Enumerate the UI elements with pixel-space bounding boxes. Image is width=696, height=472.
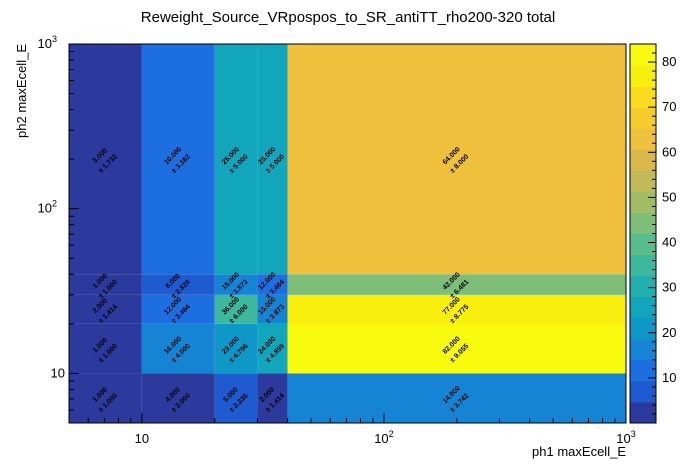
heatmap-cell (257, 44, 288, 275)
heatmap-cell (214, 373, 258, 423)
heatmap-cell (257, 294, 288, 324)
heatmap-cell (69, 274, 142, 295)
heatmap-cell (287, 373, 626, 423)
heatmap-cell (287, 274, 626, 295)
heatmap-cell (214, 294, 258, 324)
chart-title: Reweight_Source_VRpospos_to_SR_antiTT_rh… (141, 9, 555, 26)
palette-swatch (630, 359, 656, 382)
palette-swatch (630, 254, 656, 277)
x-tick-label: 102 (374, 429, 393, 446)
x-tick-label: 10 (135, 431, 149, 446)
palette-swatch (630, 107, 656, 129)
plot-frame (68, 43, 627, 424)
heatmap-cell (141, 294, 215, 324)
heatmap-cell (287, 323, 626, 374)
y-tick-label: 103 (38, 34, 57, 51)
heatmap-cell (287, 294, 626, 324)
heatmap-cell (69, 44, 142, 275)
palette-swatch (630, 128, 656, 150)
palette-tick-label: 60 (662, 144, 676, 159)
palette-swatch (630, 380, 656, 403)
heatmap-cell (141, 44, 215, 275)
palette-swatch (630, 317, 656, 340)
palette-tick-label: 10 (662, 370, 676, 385)
heatmap-cell (214, 323, 258, 374)
heatmap-cell (141, 274, 215, 295)
y-tick-label: 10 (51, 365, 65, 380)
heatmap-cell (141, 373, 215, 423)
x-tick-label: 103 (616, 429, 635, 446)
palette-swatch (630, 65, 656, 87)
palette-swatch (630, 191, 656, 213)
heatmap-cell (257, 323, 288, 374)
palette-swatch (630, 170, 656, 192)
y-axis-label: ph2 maxEcell_E (14, 44, 29, 138)
color-palette: 10 20 30 40 50 60 70 80 (629, 43, 676, 424)
heatmap-cell (287, 44, 626, 275)
heatmap-cell (257, 373, 288, 423)
heatmap-cell (214, 44, 258, 275)
palette-tick-label: 40 (662, 235, 676, 250)
heatmap-cell (141, 323, 215, 374)
heatmap-cell (69, 373, 142, 423)
palette-swatch (630, 296, 656, 319)
heatmap-cell (257, 274, 288, 295)
palette-tick-label: 30 (662, 280, 676, 295)
palette-swatch (630, 401, 656, 424)
axis-ticks: 10 102 103 10 102 103 (38, 34, 636, 446)
palette-swatch (630, 44, 656, 66)
palette-tick-label: 80 (662, 54, 676, 69)
palette-tick-label: 20 (662, 325, 676, 340)
palette-swatch (630, 338, 656, 361)
palette-swatch (630, 149, 656, 171)
heatmap-cell (69, 323, 142, 374)
palette-tick-label: 70 (662, 99, 676, 114)
palette-swatch (630, 275, 656, 298)
heatmap-cells (69, 44, 626, 423)
y-tick-label: 102 (38, 199, 57, 216)
palette-tick-label: 50 (662, 189, 676, 204)
x-axis-label: ph1 maxEcell_E (532, 444, 626, 459)
heatmap-cell (69, 294, 142, 324)
heatmap-cell (214, 274, 258, 295)
palette-swatch (630, 233, 656, 256)
palette-swatch (630, 212, 656, 234)
palette-swatch (630, 86, 656, 108)
